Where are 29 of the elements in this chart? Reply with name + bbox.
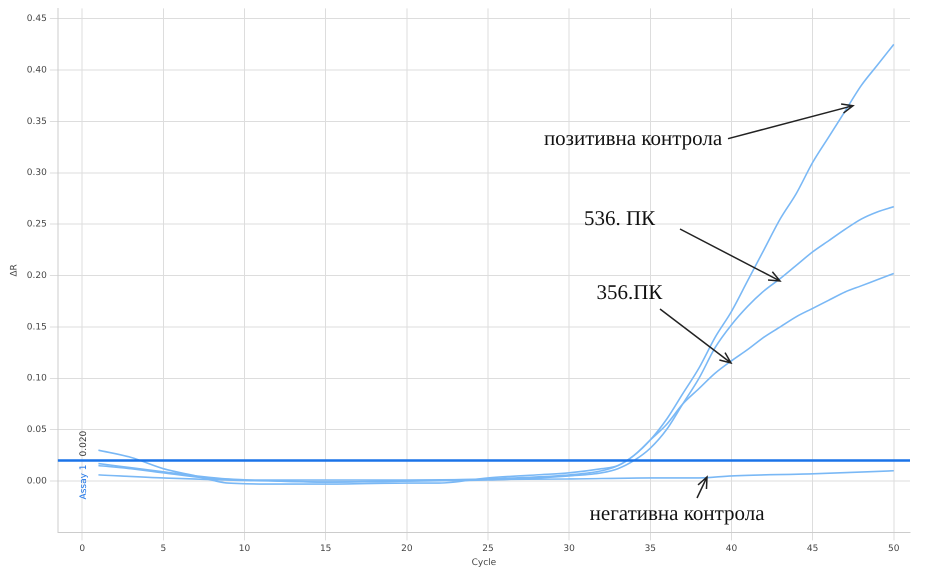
y-tick-label: 0.20 [26, 270, 48, 281]
y-tick-label: 0.40 [26, 65, 48, 76]
y-tick-label: 0.10 [26, 374, 48, 384]
x-tick-label: 20 [401, 544, 413, 554]
y-axis-title: ΔR [10, 264, 20, 277]
annotation: негативна контрола [590, 500, 765, 525]
ref-line-label: 0.020 [79, 430, 90, 456]
x-axis-title: Cycle [472, 558, 497, 568]
x-tick-label: 50 [888, 544, 900, 554]
y-tick-label: 0.45 [26, 14, 47, 24]
x-tick-label: 45 [806, 544, 818, 554]
annotation: 356.ПК [596, 280, 662, 304]
x-tick-label: 40 [726, 544, 738, 554]
annotation: 536. ПК [584, 206, 656, 230]
x-tick-label: 5 [160, 544, 166, 554]
x-tick-label: 25 [482, 544, 494, 554]
y-tick-label: 0.00 [26, 476, 48, 486]
y-tick-label: 0.05 [26, 425, 47, 435]
x-tick-label: 30 [563, 544, 576, 554]
x-tick-label: 15 [320, 544, 332, 554]
x-tick-label: 10 [238, 544, 250, 554]
annotation: Assay 1 [79, 464, 90, 500]
y-tick-label: 0.35 [26, 116, 47, 127]
y-tick-label: 0.25 [26, 220, 47, 230]
annotation: позитивна контрола [544, 126, 722, 150]
y-tick-label: 0.15 [26, 322, 47, 332]
x-tick-label: 0 [79, 544, 86, 554]
y-tick-label: 0.30 [26, 168, 48, 178]
x-tick-label: 35 [644, 544, 656, 554]
